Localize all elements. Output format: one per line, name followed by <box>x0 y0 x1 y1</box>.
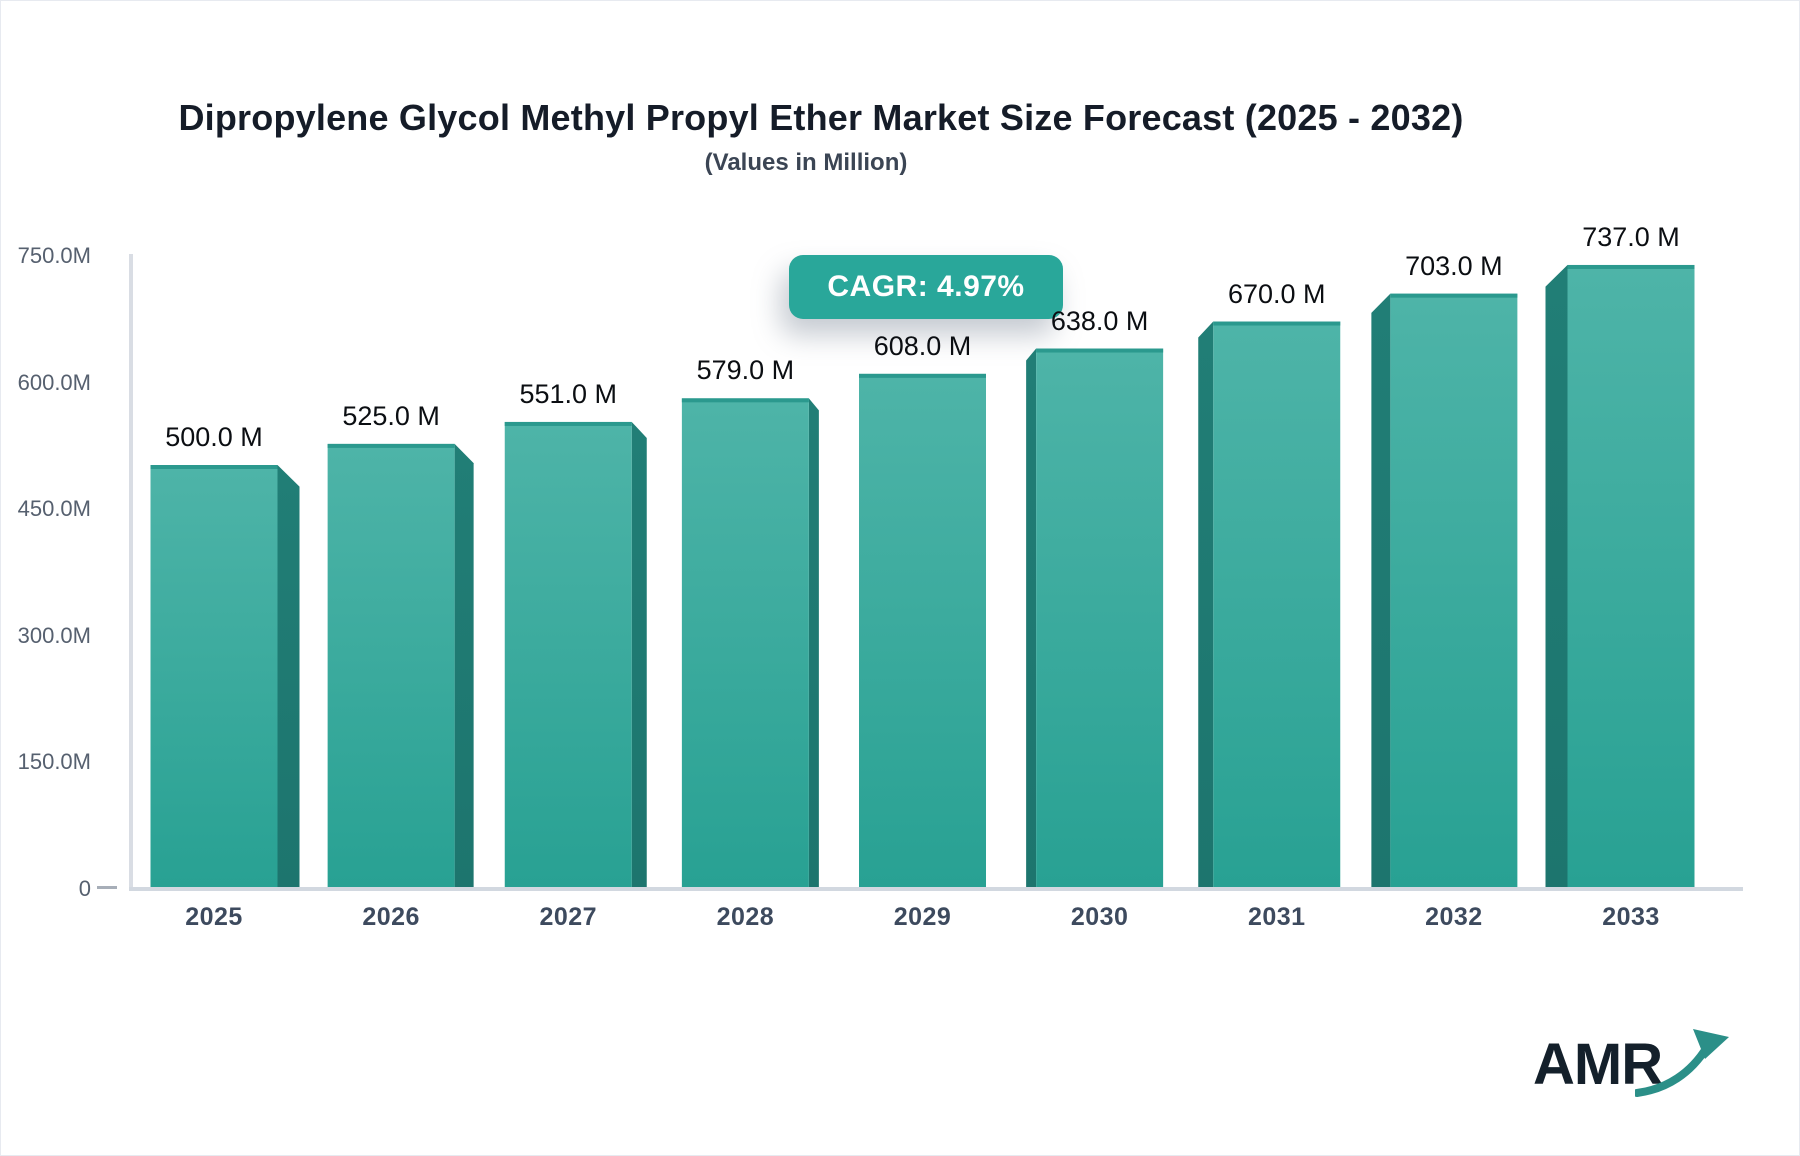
chart-title: Dipropylene Glycol Methyl Propyl Ether M… <box>178 97 1464 138</box>
bar-2027[interactable] <box>504 421 647 887</box>
bar-value-label: 579.0 M <box>696 355 795 386</box>
growth-arrow-icon <box>1635 1029 1729 1097</box>
y-axis-tick-label: 450.0M <box>17 496 91 522</box>
y-axis-tick-label: 300.0M <box>17 622 91 648</box>
bar-top-edge <box>1390 293 1518 298</box>
bar-side-face <box>631 421 647 887</box>
bar-face <box>859 373 986 887</box>
amr-logo: AMR <box>1533 1029 1743 1111</box>
bar-2029[interactable] <box>859 373 986 887</box>
bar-face <box>1567 264 1695 887</box>
bar-side-face <box>1371 293 1391 888</box>
bar-side-face <box>277 465 300 887</box>
y-axis-tick-label: 750.0M <box>17 243 91 268</box>
bar-face <box>150 465 278 887</box>
y-axis-tick-label: 0 <box>78 876 91 901</box>
bar-face <box>1036 348 1164 887</box>
bar-face <box>1390 293 1518 888</box>
x-axis-label-2033: 2033 <box>1602 903 1660 931</box>
chart-subtitle: (Values in Million) <box>704 149 908 176</box>
x-axis-label-2030: 2030 <box>1070 903 1129 931</box>
bar-2032[interactable] <box>1371 293 1518 888</box>
bar-2031[interactable] <box>1198 321 1341 887</box>
bar-face <box>504 421 632 887</box>
y-axis-tick-label: 600.0M <box>17 369 91 395</box>
amr-logo-text: AMR <box>1533 1032 1663 1097</box>
x-axis-label-2027: 2027 <box>539 903 598 931</box>
bar-value-label: 500.0 M <box>165 422 263 452</box>
bar-value-label: 703.0 M <box>1405 250 1503 281</box>
y-axis-line <box>129 254 133 889</box>
y-axis-tick-label: 150.0M <box>17 749 91 775</box>
bar-2026[interactable] <box>327 443 474 887</box>
bar-top-edge <box>681 398 809 403</box>
bar-side-face <box>1545 264 1568 887</box>
bar-side-face <box>454 443 474 887</box>
bar-value-label: 737.0 M <box>1582 221 1680 252</box>
x-axis-label-2031: 2031 <box>1247 903 1306 931</box>
bar-top-edge <box>1213 321 1341 326</box>
bar-face <box>1213 321 1341 887</box>
x-axis-line <box>129 887 1743 891</box>
bar-2025[interactable] <box>150 465 300 887</box>
bar-value-label: 670.0 M <box>1227 278 1326 309</box>
bar-top-edge <box>1036 348 1164 353</box>
zero-tick-mark <box>97 886 117 889</box>
x-axis-label-2026: 2026 <box>362 903 420 931</box>
bar-side-face <box>1198 321 1214 887</box>
x-axis-label-2029: 2029 <box>893 903 952 931</box>
cagr-badge: CAGR: 4.97% <box>789 255 1063 319</box>
bar-value-label: 608.0 M <box>873 330 972 361</box>
bar-side-face <box>808 398 819 887</box>
bar-top-edge <box>504 421 632 426</box>
bar-top-edge <box>150 465 278 469</box>
x-axis-label-2028: 2028 <box>716 903 775 931</box>
bar-2028[interactable] <box>681 398 819 887</box>
bar-top-edge <box>859 373 986 378</box>
x-axis-label-2032: 2032 <box>1425 903 1483 931</box>
bar-value-label: 525.0 M <box>342 400 440 431</box>
bar-value-label: 551.0 M <box>519 378 618 409</box>
bar-face <box>327 443 455 887</box>
bar-value-label: 638.0 M <box>1050 305 1149 336</box>
x-axis-label-2025: 2025 <box>185 903 243 931</box>
bar-top-edge <box>1567 264 1695 269</box>
bar-2030[interactable] <box>1026 348 1164 887</box>
bar-top-edge <box>327 443 455 448</box>
bar-2033[interactable] <box>1545 264 1695 887</box>
cagr-badge-label: CAGR: 4.97% <box>827 270 1025 303</box>
bar-face <box>681 398 809 887</box>
bar-side-face <box>1026 348 1037 887</box>
